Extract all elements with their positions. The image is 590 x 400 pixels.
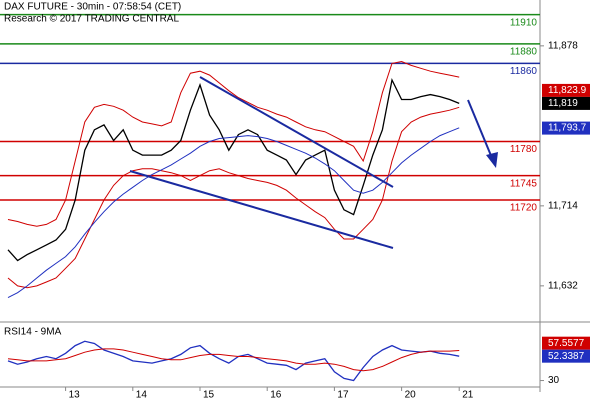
y-tick-label: 11,878 xyxy=(548,40,578,51)
price-marker xyxy=(542,96,590,110)
y-tick-label: 11,714 xyxy=(548,200,578,211)
panel-title: RSI14 - 9MA xyxy=(4,327,62,338)
level-label: 11910 xyxy=(510,17,538,28)
forecast-arrow-head xyxy=(486,152,498,168)
price-marker-label: 11,823.9 xyxy=(548,85,587,96)
x-tick-label: 21 xyxy=(462,390,474,400)
x-tick-label: 20 xyxy=(405,390,417,400)
level-label: 11745 xyxy=(510,178,538,189)
y-tick-label: 30 xyxy=(548,375,560,386)
forecast-arrow xyxy=(467,99,493,159)
series-line xyxy=(7,77,460,262)
series-line xyxy=(7,348,460,372)
trend-line xyxy=(129,170,394,249)
price-marker xyxy=(542,121,590,135)
trend-line xyxy=(199,76,394,188)
price-marker-label: 11,793.7 xyxy=(548,123,587,134)
marks: 11,878 11,714 11,632 11910 11880 11860 11780 11… xyxy=(0,13,590,400)
price-marker-label: 52.3387 xyxy=(548,351,585,362)
x-tick-label: 14 xyxy=(136,390,148,400)
chart-title: DAX FUTURE - 30min - 07:58:54 (CET) xyxy=(4,2,181,13)
series-line xyxy=(7,60,460,227)
x-tick-label: 16 xyxy=(270,390,282,400)
x-tick-label: 13 xyxy=(69,390,81,400)
series-line xyxy=(7,106,460,289)
price-marker-label: 11,819 xyxy=(548,98,578,109)
level-label: 11780 xyxy=(510,144,538,155)
level-label: 11720 xyxy=(510,203,538,214)
level-label: 11880 xyxy=(510,47,538,58)
y-tick-label: 11,632 xyxy=(548,280,578,291)
series-line xyxy=(7,340,460,382)
price-marker xyxy=(542,349,590,363)
chart-subtitle: Research © 2017 TRADING CENTRAL xyxy=(4,14,179,25)
x-tick-label: 15 xyxy=(203,390,215,400)
x-tick-label: 17 xyxy=(337,390,349,400)
price-marker xyxy=(542,83,590,97)
price-marker xyxy=(542,336,590,350)
price-marker-label: 57.5577 xyxy=(548,338,585,349)
level-label: 11860 xyxy=(510,66,538,77)
